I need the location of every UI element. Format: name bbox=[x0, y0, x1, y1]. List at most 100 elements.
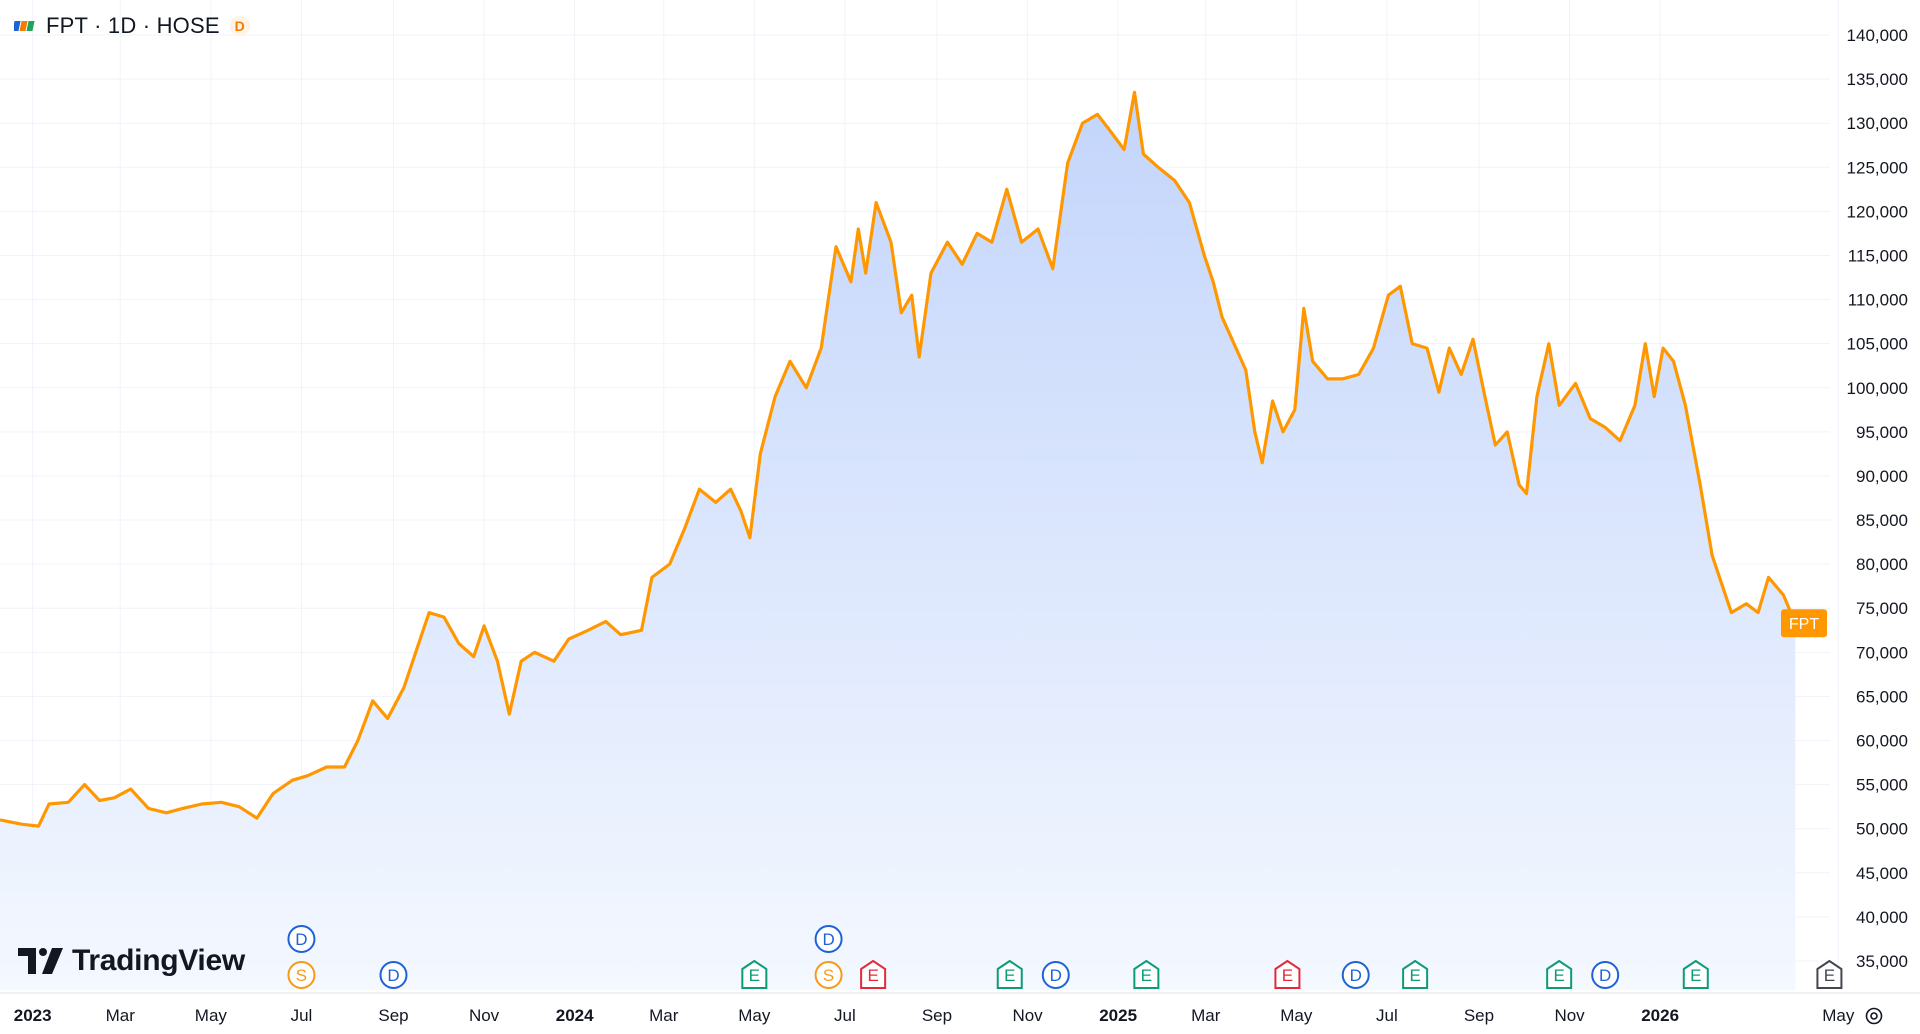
x-tick-label: Sep bbox=[378, 1006, 408, 1025]
event-marker-earnings_beat[interactable]: E bbox=[1682, 959, 1709, 989]
x-tick-label: Nov bbox=[1012, 1006, 1043, 1025]
event-marker-dividend[interactable]: D bbox=[814, 925, 843, 953]
y-tick-label: 95,000 bbox=[1856, 423, 1908, 442]
y-tick-label: 60,000 bbox=[1856, 732, 1908, 751]
tradingview-wordmark: TradingView bbox=[72, 944, 245, 977]
y-tick-label: 105,000 bbox=[1847, 335, 1908, 354]
y-tick-label: 125,000 bbox=[1847, 158, 1908, 177]
y-tick-label: 110,000 bbox=[1848, 291, 1908, 310]
y-tick-label: 65,000 bbox=[1856, 687, 1908, 706]
x-tick-label: May bbox=[738, 1006, 771, 1025]
area-fill bbox=[0, 92, 1796, 991]
x-tick-label: Jul bbox=[834, 1006, 856, 1025]
event-marker-split[interactable]: S bbox=[287, 961, 316, 989]
y-tick-label: 115,000 bbox=[1848, 246, 1908, 265]
y-tick-label: 55,000 bbox=[1856, 776, 1908, 795]
event-marker-earnings_miss[interactable]: E bbox=[860, 959, 887, 989]
event-letter: D bbox=[295, 930, 307, 949]
chart-settings-icon[interactable] bbox=[1862, 1004, 1886, 1028]
y-tick-label: 35,000 bbox=[1856, 952, 1908, 971]
event-shape bbox=[1341, 961, 1370, 989]
event-shape bbox=[379, 961, 408, 989]
x-tick-label: Nov bbox=[469, 1006, 500, 1025]
event-shape bbox=[1274, 959, 1301, 989]
x-tick-label: May bbox=[1280, 1006, 1313, 1025]
event-shape bbox=[1041, 961, 1070, 989]
event-shape bbox=[1546, 959, 1573, 989]
event-marker-earnings_future[interactable]: E bbox=[1816, 959, 1843, 989]
event-letter: D bbox=[1350, 966, 1362, 985]
event-marker-earnings_beat[interactable]: E bbox=[1133, 959, 1160, 989]
event-shape bbox=[814, 925, 843, 953]
event-marker-earnings_beat[interactable]: E bbox=[1402, 959, 1429, 989]
event-marker-dividend[interactable]: D bbox=[1591, 961, 1620, 989]
tradingview-logo[interactable]: TradingView bbox=[18, 944, 245, 978]
y-axis: 140,000 135,000 130,000 125,000 120,000 115,0… bbox=[1847, 26, 1908, 971]
x-tick-label: Sep bbox=[1464, 1006, 1494, 1025]
x-tick-label: Sep bbox=[922, 1006, 952, 1025]
event-marker-dividend[interactable]: D bbox=[1341, 961, 1370, 989]
symbol-header[interactable]: FPT · 1D · HOSE D bbox=[14, 10, 250, 42]
tradingview-mark-icon bbox=[18, 948, 63, 974]
x-tick-label: Jul bbox=[291, 1006, 313, 1025]
event-letter: E bbox=[1141, 966, 1152, 985]
last-price-tag[interactable]: FPT bbox=[1781, 609, 1827, 638]
y-tick-label: 80,000 bbox=[1856, 555, 1908, 574]
event-marker-earnings_miss[interactable]: E bbox=[1274, 959, 1301, 989]
price-tag-bg bbox=[1781, 609, 1827, 638]
y-tick-label: 85,000 bbox=[1856, 511, 1908, 530]
event-letter: E bbox=[1409, 966, 1420, 985]
event-marker-dividend[interactable]: D bbox=[287, 925, 316, 953]
x-tick-label: Mar bbox=[1191, 1006, 1221, 1025]
x-tick-label: Mar bbox=[106, 1006, 136, 1025]
x-tick-label: 2025 bbox=[1099, 1006, 1137, 1025]
symbol-title: FPT · 1D · HOSE bbox=[46, 13, 220, 38]
y-tick-label: 75,000 bbox=[1856, 599, 1908, 618]
event-shape bbox=[814, 961, 843, 989]
event-letter: D bbox=[387, 966, 399, 985]
event-shape bbox=[1682, 959, 1709, 989]
event-markers: DS D EDS E E D E E D E E D E E bbox=[287, 925, 1843, 989]
event-shape bbox=[1816, 959, 1843, 989]
x-tick-label: Jul bbox=[1376, 1006, 1398, 1025]
fpt-logo-icon bbox=[14, 15, 36, 37]
y-tick-label: 130,000 bbox=[1847, 114, 1908, 133]
event-shape bbox=[1402, 959, 1429, 989]
event-marker-earnings_beat[interactable]: E bbox=[741, 959, 768, 989]
event-marker-dividend[interactable]: D bbox=[379, 961, 408, 989]
event-letter: E bbox=[1824, 966, 1835, 985]
event-marker-dividend[interactable]: D bbox=[1041, 961, 1070, 989]
y-tick-label: 70,000 bbox=[1856, 643, 1908, 662]
event-marker-split[interactable]: S bbox=[814, 961, 843, 989]
event-shape bbox=[860, 959, 887, 989]
event-letter: S bbox=[296, 966, 307, 985]
event-marker-earnings_beat[interactable]: E bbox=[996, 959, 1023, 989]
x-tick-label: May bbox=[1822, 1006, 1855, 1025]
x-tick-label: 2023 bbox=[14, 1006, 52, 1025]
event-marker-earnings_beat[interactable]: E bbox=[1546, 959, 1573, 989]
price-line[interactable] bbox=[0, 90, 1797, 828]
event-letter: D bbox=[1599, 966, 1611, 985]
delayed-data-badge[interactable]: D bbox=[229, 16, 250, 36]
event-letter: E bbox=[749, 966, 760, 985]
y-tick-label: 90,000 bbox=[1856, 467, 1908, 486]
event-shape bbox=[741, 959, 768, 989]
x-axis: 2023 Mar May Jul Sep Nov 2024 Mar May Jul Sep Nov 20… bbox=[14, 1006, 1855, 1025]
y-tick-label: 40,000 bbox=[1856, 908, 1908, 927]
event-letter: S bbox=[823, 966, 834, 985]
x-tick-label: May bbox=[195, 1006, 228, 1025]
event-shape bbox=[1591, 961, 1620, 989]
y-tick-label: 100,000 bbox=[1847, 379, 1908, 398]
price-tag-label: FPT bbox=[1789, 616, 1819, 633]
event-letter: E bbox=[1282, 966, 1293, 985]
last-price-tag-layer: FPT bbox=[1781, 609, 1827, 638]
event-letter: E bbox=[867, 966, 878, 985]
y-tick-label: 45,000 bbox=[1856, 864, 1908, 883]
x-tick-label: Mar bbox=[649, 1006, 679, 1025]
event-shape bbox=[287, 961, 316, 989]
y-tick-label: 140,000 bbox=[1847, 26, 1908, 45]
event-shape bbox=[1133, 959, 1160, 989]
event-letter: D bbox=[1050, 966, 1062, 985]
